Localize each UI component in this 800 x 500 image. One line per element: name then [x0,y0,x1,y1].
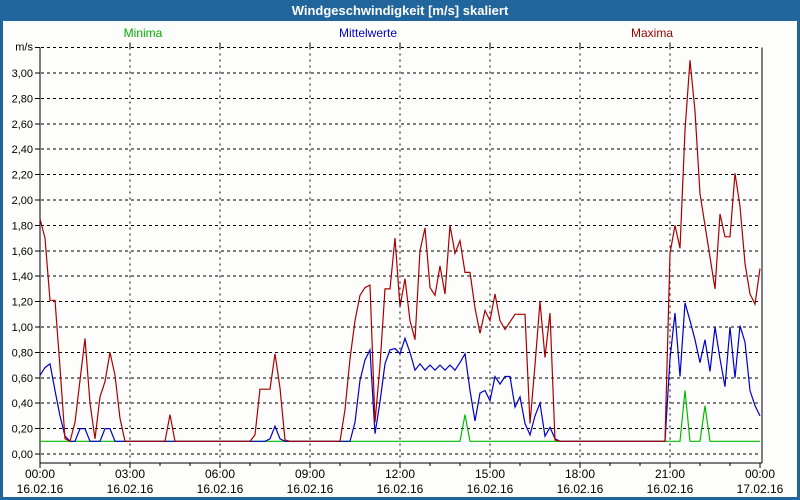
y-tick-label: 1,20 [12,297,33,309]
chart-legend: Minima Mittelwerte Maxima [0,26,800,40]
x-tick-date-label: 16.02.16 [197,482,244,496]
x-tick-date-label: 16.02.16 [467,482,514,496]
window-border-left [0,0,3,500]
x-tick-date-label: 17.02.16 [737,482,784,496]
y-tick-label: 0,40 [12,398,33,410]
x-tick-date-label: 16.02.16 [647,482,694,496]
window-border-right [797,0,800,500]
x-tick-time-label: 06:00 [205,467,235,481]
x-tick-date-label: 16.02.16 [17,482,64,496]
x-tick-time-label: 00:00 [745,467,775,481]
x-tick-time-label: 03:00 [115,467,145,481]
y-tick-label: 0,80 [12,347,33,359]
window-title-bar: Windgeschwindigkeit [m/s] skaliert [0,0,800,21]
y-tick-label: 2,80 [12,93,33,105]
x-tick-time-label: 18:00 [565,467,595,481]
x-tick-time-label: 12:00 [385,467,415,481]
x-tick-date-label: 16.02.16 [377,482,424,496]
y-tick-label: 2,00 [12,195,33,207]
y-tick-label: 1,60 [12,246,33,258]
series-line-minima [40,390,760,442]
x-tick-time-label: 00:00 [25,467,55,481]
legend-label-mittelwerte: Mittelwerte [338,26,398,40]
y-tick-label: 0,60 [12,373,33,385]
window-title: Windgeschwindigkeit [m/s] skaliert [291,3,509,18]
y-tick-label: 2,60 [12,119,33,131]
x-tick-date-label: 16.02.16 [287,482,334,496]
legend-label-minima: Minima [123,26,163,40]
y-axis-unit-label: m/s [15,41,33,53]
legend-label-maxima: Maxima [630,26,674,40]
x-tick-date-label: 16.02.16 [557,482,604,496]
y-tick-label: 0,20 [12,424,33,436]
x-tick-date-label: 16.02.16 [107,482,154,496]
y-tick-label: 0,00 [12,449,33,461]
y-tick-label: 1,00 [12,322,33,334]
series-line-maxima [39,60,761,443]
y-tick-label: 1,40 [12,271,33,283]
y-tick-label: 2,40 [12,144,33,156]
y-tick-label: 2,20 [12,170,33,182]
x-tick-time-label: 15:00 [475,467,505,481]
x-tick-time-label: 21:00 [655,467,685,481]
x-tick-time-label: 09:00 [295,467,325,481]
y-tick-label: 1,80 [12,220,33,232]
y-tick-label: 3,00 [12,68,33,80]
window-border-bottom [0,497,800,500]
